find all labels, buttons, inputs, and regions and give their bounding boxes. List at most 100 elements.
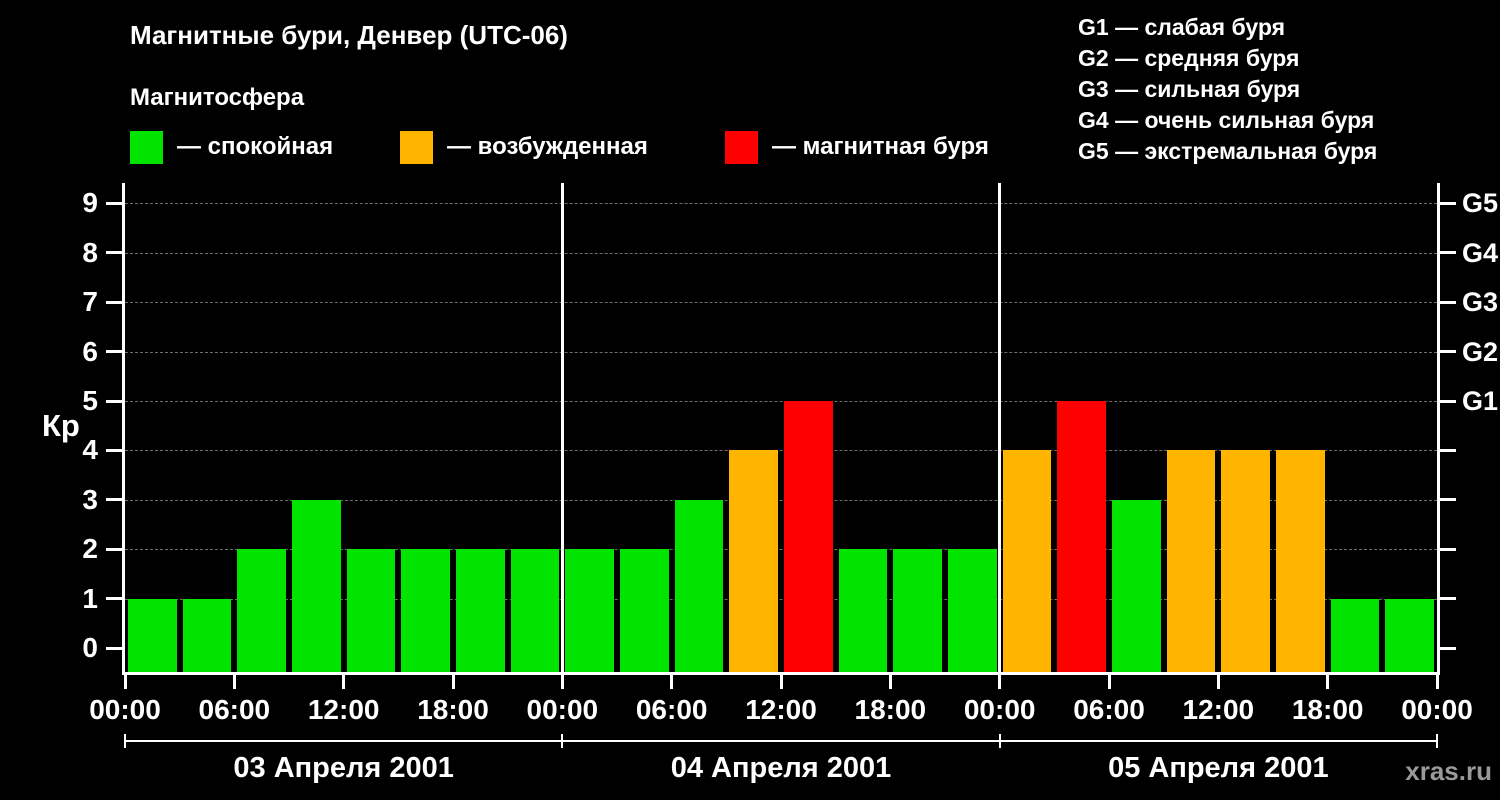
chart-title: Магнитные бури, Денвер (UTC-06) (130, 20, 568, 50)
x-tick (888, 675, 892, 689)
kp-bar (893, 549, 942, 672)
y-tick (106, 399, 122, 403)
x-tick (560, 675, 564, 689)
date-label: 04 Апреля 2001 (670, 752, 892, 784)
x-tick (123, 675, 127, 689)
g-axis-label-g5: G5 (1462, 188, 1499, 219)
right-tick (1440, 201, 1456, 205)
legend-swatch-quiet (130, 130, 163, 164)
kp-bar (674, 499, 724, 672)
y-tick-label: 0 (82, 632, 98, 663)
y-tick-label: 4 (82, 434, 98, 466)
y-tick (106, 251, 122, 255)
y-tick (106, 350, 122, 354)
gridline-kp-7 (125, 302, 1437, 304)
y-axis-line-right (1437, 183, 1440, 675)
y-tick-label: 8 (82, 236, 98, 268)
y-tick-label: 5 (82, 385, 98, 416)
gridline-kp-9 (125, 203, 1437, 205)
kp-bar (1166, 450, 1216, 672)
x-tick (998, 675, 1002, 689)
y-tick-label: 1 (82, 582, 98, 614)
right-tick (1440, 547, 1456, 551)
x-axis-line (122, 672, 1440, 675)
kp-bar (128, 598, 177, 672)
right-tick (1440, 448, 1456, 452)
gridline-kp-2 (125, 549, 1437, 551)
x-tick-label: 18:00 (417, 694, 489, 725)
right-tick (1440, 646, 1456, 650)
x-tick (1107, 675, 1111, 689)
kp-bar (456, 549, 505, 672)
gridline-kp-6 (125, 351, 1437, 353)
kp-bar (292, 499, 341, 672)
y-tick-label: 3 (82, 483, 98, 515)
x-tick (342, 675, 346, 689)
date-axis-tick (1436, 734, 1438, 748)
g-legend-line-3: G3 — сильная буря (1078, 76, 1301, 102)
date-axis-tick (124, 734, 126, 748)
kp-bar (838, 549, 888, 672)
kp-bar (346, 549, 396, 672)
x-tick-label: 06:00 (198, 694, 271, 725)
x-tick-label: 06:00 (1073, 694, 1145, 725)
legend-swatch-excited (400, 130, 433, 164)
y-tick (106, 597, 122, 601)
right-tick (1440, 399, 1456, 403)
g-legend-line-2: G2 — средняя буря (1078, 45, 1300, 71)
watermark: xras.ru (1405, 756, 1492, 786)
x-tick (670, 675, 674, 689)
y-tick-label: 7 (82, 286, 98, 318)
y-tick (106, 201, 122, 205)
kp-bar (729, 450, 778, 672)
y-axis-line-left (122, 183, 125, 675)
day-separator-line (998, 183, 1002, 675)
kp-bar (1385, 598, 1434, 672)
kp-bar (1276, 450, 1325, 672)
gridline-kp-1 (125, 598, 1437, 600)
y-tick-label: 2 (82, 533, 98, 565)
y-tick (106, 547, 122, 551)
legend-label-excited: — возбужденная (447, 133, 648, 160)
y-tick (106, 646, 122, 650)
right-tick (1440, 597, 1456, 601)
legend-header: Магнитосфера (130, 84, 305, 111)
kp-bar (510, 549, 560, 672)
x-tick-label: 12:00 (307, 694, 380, 725)
x-tick-label: 18:00 (1291, 694, 1364, 725)
kp-bar (182, 598, 232, 672)
date-label: 05 Апреля 2001 (1108, 752, 1329, 784)
kp-bar (237, 549, 286, 672)
y-tick (106, 498, 122, 502)
g-legend-line-1: G1 — слабая буря (1078, 14, 1286, 40)
kp-bar (784, 401, 833, 672)
date-label: 03 Апреля 2001 (233, 752, 454, 784)
day-separator-line (560, 183, 564, 675)
gridline-kp-8 (125, 252, 1437, 254)
y-tick-label: 6 (82, 335, 98, 367)
legend-label-quiet: — спокойная (177, 133, 334, 160)
x-tick-label: 18:00 (854, 694, 927, 725)
y-tick-label: 9 (82, 187, 98, 219)
x-tick-label: 06:00 (635, 694, 708, 725)
legend-label-storm: — магнитная буря (772, 133, 989, 160)
legend-item-excited: — возбужденная (400, 130, 648, 164)
x-tick (779, 675, 783, 689)
gridline-kp-5 (125, 401, 1437, 402)
kp-bar (1057, 401, 1106, 672)
x-tick (1216, 675, 1220, 689)
gridline-kp-3 (125, 499, 1437, 501)
x-tick-label: 00:00 (963, 694, 1036, 725)
legend-item-storm: — магнитная буря (725, 130, 989, 164)
y-axis-label: Кр (42, 408, 80, 443)
y-tick (106, 448, 122, 452)
x-tick-label: 00:00 (1401, 694, 1473, 725)
kp-bar (948, 549, 997, 672)
right-tick (1440, 498, 1456, 502)
x-tick-label: 00:00 (526, 694, 599, 725)
legend-swatch-storm (725, 130, 758, 164)
x-tick (451, 675, 455, 689)
x-tick-label: 00:00 (89, 694, 161, 725)
kp-bar (1221, 450, 1270, 672)
g-axis-label-g2: G2 (1462, 336, 1499, 367)
